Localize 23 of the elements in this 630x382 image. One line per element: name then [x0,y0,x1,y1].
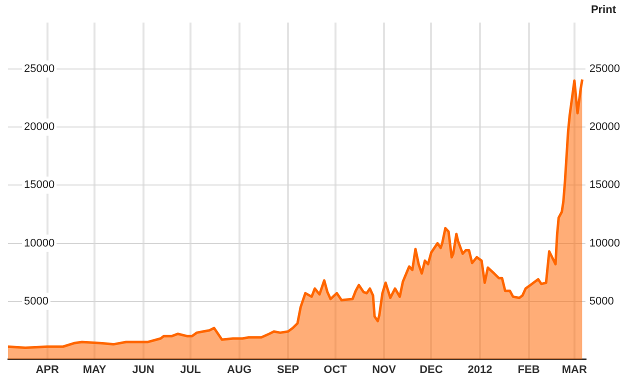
y2-tick-label: 10000 [589,237,620,250]
y-tick-label: 20000 [24,121,55,134]
text: Print [590,4,616,16]
y-tick-label: 5000 [24,295,48,308]
x-tick-label: DEC [420,364,443,376]
x-tick-label: NOV [372,364,397,376]
x-tick-label: JUL [180,364,202,376]
y-tick-label: 15000 [24,179,55,192]
y-tick-label: 10000 [24,237,55,250]
y-tick-label: 25000 [24,63,55,76]
x-tick-label: OCT [324,364,348,376]
y2-tick-label: 15000 [589,179,620,192]
y2-tick-label: 5000 [589,295,614,308]
y2-tick-label: 25000 [589,63,620,76]
x-tick-label: MAY [82,364,107,376]
y2-tick-label: 20000 [589,121,620,134]
x-tick-label: 2012 [468,364,492,376]
x-tick-label: FEB [518,364,540,376]
x-tick-label: JUN [132,364,154,376]
x-tick-label: MAR [562,364,587,376]
x-tick-label: AUG [227,364,252,376]
x-tick-label: APR [36,364,59,376]
x-tick-label: SEP [277,364,300,376]
